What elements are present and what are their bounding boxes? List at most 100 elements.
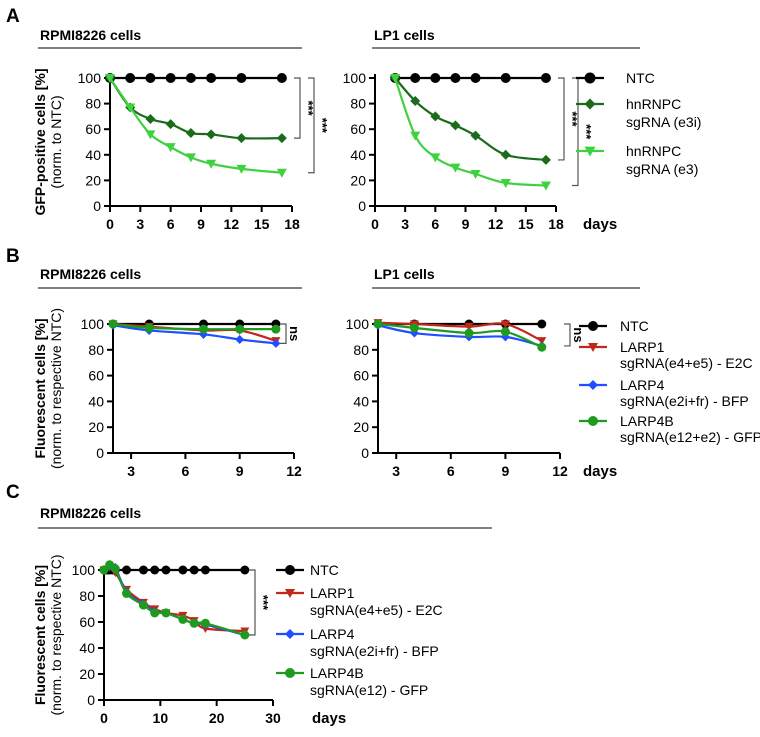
series-ntc <box>99 565 250 575</box>
triangle-down-marker <box>540 181 551 191</box>
y-tick-label: 0 <box>87 692 95 708</box>
diamond-marker <box>500 149 511 160</box>
legend-label: LARP4 <box>310 626 355 642</box>
diamond-marker <box>540 154 551 165</box>
y-tick-label: 80 <box>350 96 366 112</box>
y-tick-label: 60 <box>350 121 366 137</box>
circle-marker <box>500 73 511 83</box>
y-tick-label: 0 <box>361 445 369 461</box>
triangle-down-marker <box>500 178 511 188</box>
x-tick-label: 18 <box>548 216 564 232</box>
y-axis-label: Fluorescent cells [%] <box>32 565 48 705</box>
series-larp4b <box>373 319 547 352</box>
legend-entry: NTC <box>276 562 339 578</box>
x-tick-label: 3 <box>136 216 144 232</box>
circle-marker <box>285 565 295 575</box>
series-larp1 <box>99 563 250 636</box>
chart-a-right: 0 20 40 60 80 100 0 3 6 9 12 15 18 days ****** NTC hnRNP… <box>343 70 702 233</box>
series-larp4b <box>108 319 281 334</box>
triangle-down-marker <box>450 163 461 173</box>
circle-marker <box>373 319 383 329</box>
diamond-marker <box>584 98 596 110</box>
x-axis-label: days <box>583 463 617 480</box>
y-tick-label: 40 <box>350 147 366 163</box>
legend-label: sgRNA (e3i) <box>626 114 701 130</box>
circle-marker <box>470 73 481 83</box>
legend-entry: hnRNPC sgRNA (e3) <box>576 143 698 177</box>
triangle-down-marker <box>500 320 510 329</box>
circle-marker <box>206 73 217 83</box>
y-tick-label: 100 <box>78 70 102 86</box>
diamond-marker <box>235 334 245 344</box>
y-axis-sublabel: (norm. to respective NTC) <box>48 554 64 715</box>
significance-bracket <box>280 323 287 344</box>
x-tick-label: 6 <box>447 463 455 479</box>
y-tick-label: 0 <box>93 198 101 214</box>
circle-marker <box>145 73 156 83</box>
legend-label: NTC <box>620 318 649 334</box>
circle-marker <box>110 564 120 574</box>
x-tick-label: 12 <box>224 216 240 232</box>
circle-marker <box>161 565 171 575</box>
panel-letter-a: A <box>6 6 20 27</box>
circle-marker <box>588 321 598 331</box>
y-tick-label: 100 <box>81 316 105 332</box>
diamond-marker <box>285 629 295 639</box>
legend-label: sgRNA (e3) <box>626 161 698 177</box>
legend-label: sgRNA(e4+e5) - E2C <box>310 602 443 618</box>
panel-a-title-rpmi: RPMI8226 cells <box>40 27 141 43</box>
legend-label: hnRNPC <box>626 96 681 112</box>
series-ntc <box>105 73 287 83</box>
significance-label: *** <box>301 100 316 116</box>
x-axis-label: days <box>583 216 617 233</box>
x-tick-label: 12 <box>552 463 568 479</box>
legend-label: LARP1 <box>620 339 665 355</box>
series-larp4 <box>99 561 250 640</box>
triangle-down-marker <box>537 337 547 346</box>
x-tick-label: 6 <box>182 463 190 479</box>
significance-bracket <box>249 569 256 636</box>
circle-marker <box>430 73 441 83</box>
y-axis-label: Fluorescent cells [%] <box>32 318 48 458</box>
chart-b-right: 0 20 40 60 80 100 3 6 9 12 days ns NTC LARP1sgRNA(e4+… <box>346 316 760 480</box>
y-tick-label: 40 <box>85 147 101 163</box>
y-tick-label: 60 <box>85 121 101 137</box>
panel-letter-c: C <box>6 482 20 503</box>
legend-label: LARP1 <box>310 585 355 601</box>
panel-letter-b: B <box>6 246 20 267</box>
diamond-marker <box>206 129 217 140</box>
y-tick-label: 60 <box>88 368 104 384</box>
circle-marker <box>199 324 208 334</box>
circle-marker <box>161 608 171 618</box>
y-tick-label: 100 <box>72 562 96 578</box>
y-axis-sublabel: (norm. to respective NTC) <box>48 308 64 469</box>
triangle-down-marker <box>390 74 401 83</box>
circle-marker <box>537 319 547 329</box>
series-line <box>103 563 246 637</box>
circle-marker <box>108 319 118 329</box>
diamond-marker <box>430 111 441 122</box>
circle-marker <box>138 565 148 575</box>
legend-label: LARP4 <box>620 377 665 393</box>
legend-label: LARP4B <box>620 413 674 429</box>
x-tick-label: 0 <box>100 710 108 726</box>
circle-marker <box>584 72 596 84</box>
circle-marker <box>537 342 547 352</box>
chart-a-left: 0 20 40 60 80 100 0 3 6 9 12 15 18 GFP-positive cells… <box>32 68 330 232</box>
significance-bracket <box>572 77 579 187</box>
x-tick-label: 3 <box>127 463 135 479</box>
y-tick-label: 20 <box>353 419 369 435</box>
diamond-marker <box>145 113 156 124</box>
triangle-down-marker <box>145 130 156 140</box>
triangle-down-marker <box>285 589 295 598</box>
y-tick-label: 40 <box>79 640 95 656</box>
y-tick-label: 60 <box>353 368 369 384</box>
triangle-down-marker <box>236 164 247 174</box>
x-tick-label: 18 <box>284 216 300 232</box>
significance-bracket <box>308 77 315 174</box>
diamond-marker <box>588 380 598 390</box>
